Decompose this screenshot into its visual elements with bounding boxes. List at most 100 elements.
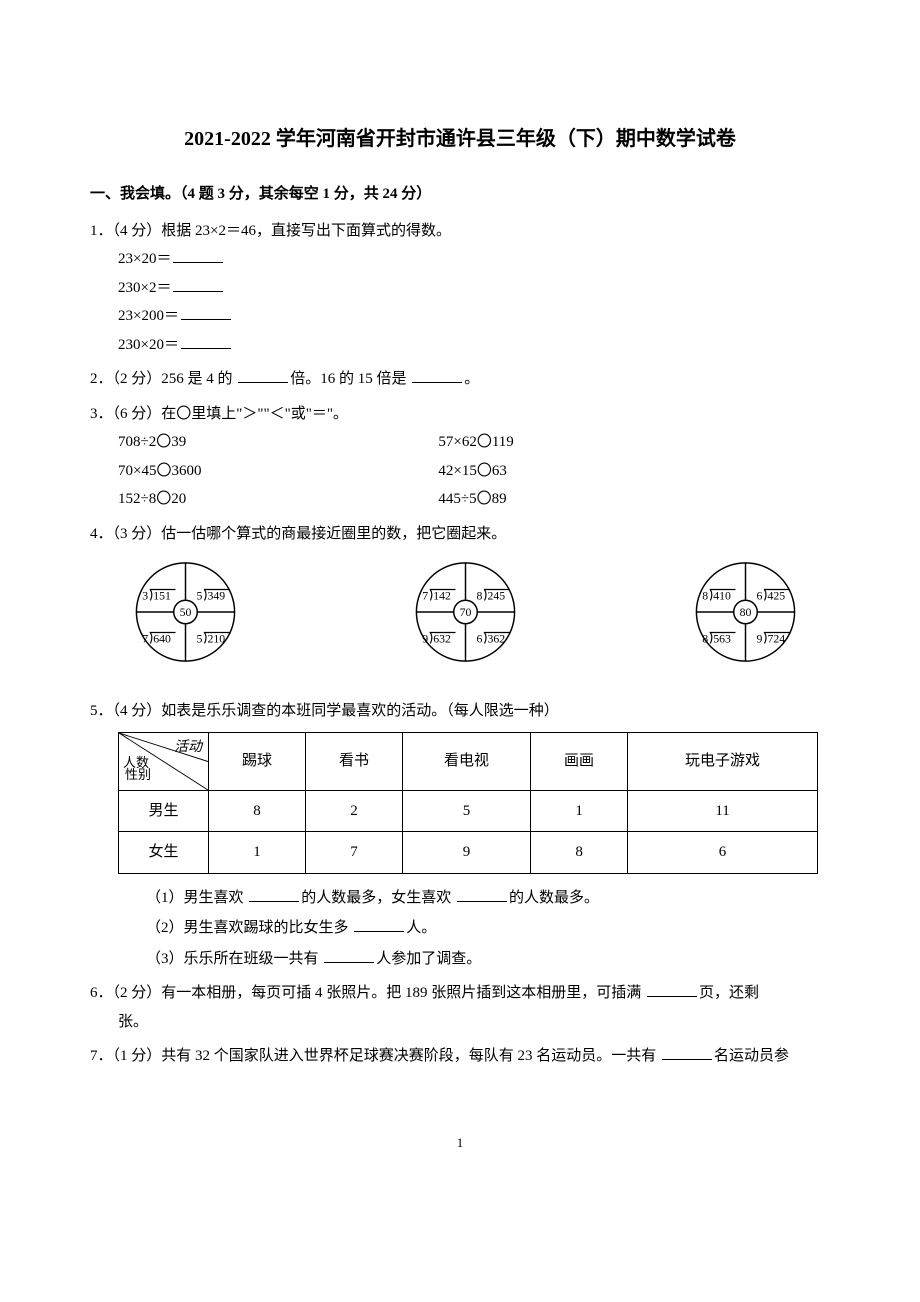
q3-r2-right: 445÷5〇89 [438, 485, 830, 514]
page-title: 2021-2022 学年河南省开封市通许县三年级（下）期中数学试卷 [90, 120, 830, 158]
table-row: 女生 1 7 9 8 6 [119, 832, 818, 874]
table-row: 活动 人数 性别 踢球 看书 看电视 画画 玩电子游戏 [119, 732, 818, 790]
blank [173, 276, 223, 292]
svg-text:425: 425 [767, 590, 785, 603]
svg-text:5: 5 [196, 633, 202, 646]
svg-text:7: 7 [142, 633, 148, 646]
q3-r1-right: 42×15〇63 [438, 457, 830, 486]
svg-text:50: 50 [180, 606, 192, 619]
q4-stem: 4．（3 分）估一估哪个算式的商最接近圈里的数，把它圈起来。 [90, 520, 830, 549]
svg-text:80: 80 [740, 606, 752, 619]
q1-expr-3: 230×20＝ [118, 337, 179, 353]
col-header: 画画 [531, 732, 628, 790]
diag-header-cell: 活动 人数 性别 [119, 732, 209, 790]
question-3: 3．（6 分）在〇里填上"＞""＜"或"＝"。 708÷2〇39 57×62〇1… [90, 400, 830, 514]
blank [662, 1044, 712, 1060]
q4-circle-row: 50 3 151 5 349 7 640 5 210 70 7 142 8 24 [90, 548, 830, 691]
cell: 2 [306, 790, 403, 832]
blank [173, 247, 223, 263]
cell: 1 [531, 790, 628, 832]
cell: 9 [403, 832, 531, 874]
q4-circle-0: 50 3 151 5 349 7 640 5 210 [118, 558, 258, 673]
cell: 8 [209, 790, 306, 832]
blank [647, 981, 697, 997]
q5-sub1: （1）男生喜欢 的人数最多，女生喜欢 的人数最多。 [90, 884, 830, 913]
q1-item-2: 23×200＝ [90, 302, 830, 331]
cell: 8 [531, 832, 628, 874]
q3-row-1: 70×45〇3600 42×15〇63 [90, 457, 830, 486]
q1-item-3: 230×20＝ [90, 331, 830, 360]
svg-text:563: 563 [713, 633, 731, 646]
q2-mid: 倍。16 的 15 倍是 [290, 371, 410, 387]
q3-row-0: 708÷2〇39 57×62〇119 [90, 428, 830, 457]
col-header: 踢球 [209, 732, 306, 790]
diag-top: 活动 [174, 735, 202, 762]
svg-text:70: 70 [460, 606, 472, 619]
svg-text:6: 6 [476, 633, 482, 646]
svg-text:632: 632 [433, 633, 451, 646]
blank [249, 886, 299, 902]
col-header: 看书 [306, 732, 403, 790]
text: 7．（1 分）共有 32 个国家队进入世界杯足球赛决赛阶段，每队有 23 名运动… [90, 1048, 660, 1064]
q3-r0-right: 57×62〇119 [438, 428, 830, 457]
q1-item-0: 23×20＝ [90, 245, 830, 274]
q3-r2-left: 152÷8〇20 [118, 485, 438, 514]
svg-text:3: 3 [142, 590, 148, 603]
question-5: 5．（4 分）如表是乐乐调查的本班同学最喜欢的活动。（每人限选一种） 活动 人数… [90, 697, 830, 973]
svg-text:8: 8 [702, 633, 708, 646]
q1-item-1: 230×2＝ [90, 274, 830, 303]
cell: 11 [628, 790, 818, 832]
page-number: 1 [90, 1131, 830, 1156]
svg-text:5: 5 [196, 590, 202, 603]
svg-text:8: 8 [702, 590, 708, 603]
q3-r0-left: 708÷2〇39 [118, 428, 438, 457]
q3-stem: 3．（6 分）在〇里填上"＞""＜"或"＝"。 [90, 400, 830, 429]
question-1: 1．（4 分）根据 23×2＝46，直接写出下面算式的得数。 23×20＝ 23… [90, 217, 830, 360]
q3-row-2: 152÷8〇20 445÷5〇89 [90, 485, 830, 514]
q1-stem: 1．（4 分）根据 23×2＝46，直接写出下面算式的得数。 [90, 217, 830, 246]
text: （3）乐乐所在班级一共有 [146, 951, 322, 967]
svg-text:151: 151 [153, 590, 171, 603]
svg-text:349: 349 [207, 590, 225, 603]
q5-sub3: （3）乐乐所在班级一共有 人参加了调查。 [90, 945, 830, 974]
q1-expr-2: 23×200＝ [118, 308, 179, 324]
blank [181, 333, 231, 349]
svg-text:410: 410 [713, 590, 731, 603]
q1-expr-1: 230×2＝ [118, 280, 171, 296]
svg-text:362: 362 [487, 633, 505, 646]
cell: 1 [209, 832, 306, 874]
q2-prefix: 2．（2 分）256 是 4 的 [90, 371, 236, 387]
svg-text:210: 210 [207, 633, 225, 646]
q5-table: 活动 人数 性别 踢球 看书 看电视 画画 玩电子游戏 男生 8 2 5 1 1… [118, 732, 818, 874]
text: 名运动员参 [714, 1048, 789, 1064]
blank [412, 367, 462, 383]
question-6: 6．（2 分）有一本相册，每页可插 4 张照片。把 189 张照片插到这本相册里… [90, 979, 830, 1036]
text: 页，还剩 [699, 985, 759, 1001]
cell: 5 [403, 790, 531, 832]
svg-text:724: 724 [767, 633, 785, 646]
text: 的人数最多。 [509, 890, 599, 906]
blank [457, 886, 507, 902]
blank [181, 304, 231, 320]
text: 张。 [118, 1014, 148, 1030]
svg-text:6: 6 [756, 590, 762, 603]
svg-text:245: 245 [487, 590, 505, 603]
q5-stem: 5．（4 分）如表是乐乐调查的本班同学最喜欢的活动。（每人限选一种） [90, 697, 830, 726]
row-label: 女生 [119, 832, 209, 874]
q3-r1-left: 70×45〇3600 [118, 457, 438, 486]
col-header: 玩电子游戏 [628, 732, 818, 790]
row-label: 男生 [119, 790, 209, 832]
q1-expr-0: 23×20＝ [118, 251, 171, 267]
cell: 7 [306, 832, 403, 874]
svg-text:640: 640 [153, 633, 171, 646]
question-2: 2．（2 分）256 是 4 的 倍。16 的 15 倍是 。 [90, 365, 830, 394]
blank [238, 367, 288, 383]
cell: 6 [628, 832, 818, 874]
text: 人。 [406, 920, 436, 936]
text: 6．（2 分）有一本相册，每页可插 4 张照片。把 189 张照片插到这本相册里… [90, 985, 645, 1001]
svg-text:9: 9 [756, 633, 762, 646]
text: （2）男生喜欢踢球的比女生多 [146, 920, 352, 936]
blank [324, 947, 374, 963]
svg-text:9: 9 [422, 633, 428, 646]
text: （1）男生喜欢 [146, 890, 247, 906]
